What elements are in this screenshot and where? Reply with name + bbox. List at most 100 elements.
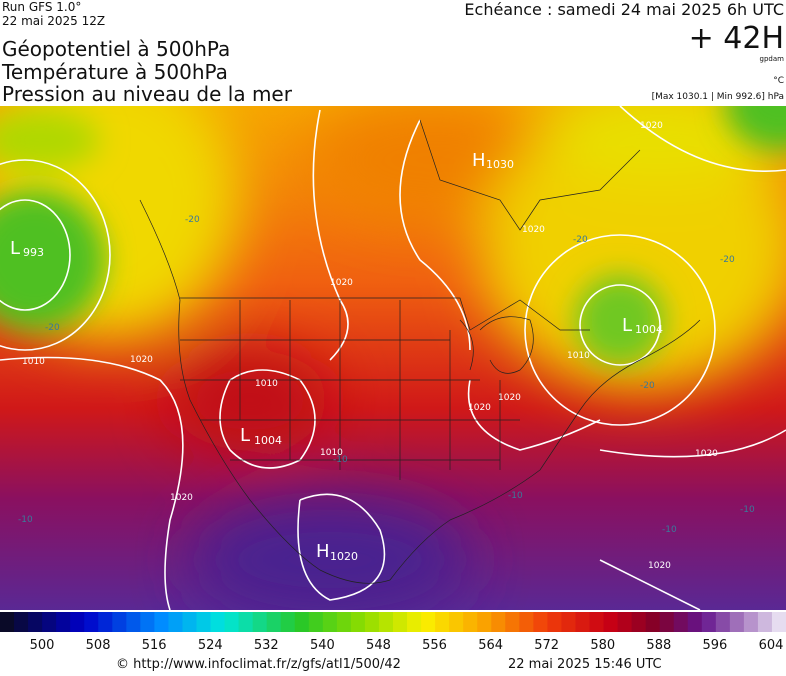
title: Température à 500hPa [1,60,228,84]
lead-time: + 42H [689,21,784,56]
unit-geopotential: gpdam [760,55,785,63]
isobar-label: 1020 [130,355,153,365]
colorbar-swatch [322,612,338,632]
colorbar: 500 508 516 524 532 540 548 556 564 572 580 588 596 6… [0,612,786,653]
colorbar-swatch [98,612,113,632]
title: Pression au niveau de la mer [2,82,293,106]
center-value: 993 [23,246,44,259]
colorbar-swatch [14,612,29,632]
colorbar-swatch [421,612,436,632]
colorbar-tick-label: 540 [310,638,335,653]
isobar-label: 1010 [320,448,343,458]
center-value: 1030 [486,158,514,171]
temperature-label: -10 [508,491,523,501]
temperature-label: -20 [573,235,588,245]
temperature-label: -10 [333,455,348,465]
isobar-label: 1020 [522,225,545,235]
center-symbol: H [316,541,330,562]
colorbar-swatch [56,612,71,632]
temperature-label: -20 [640,381,655,391]
colorbar-tick-label: 532 [254,638,279,653]
colorbar-swatch [701,612,717,632]
colorbar-swatch [126,612,141,632]
center-symbol: H [472,150,486,171]
colorbar-swatch [491,612,506,632]
colorbar-swatch [477,612,492,632]
isobar-label: 1010 [22,357,45,367]
colorbar-swatch [393,612,408,632]
colorbar-swatch [112,612,127,632]
center-value: 1004 [254,434,282,447]
colorbar-tick-label: 516 [142,638,167,653]
colorbar-swatch [350,612,366,632]
center-symbol: L [10,238,20,259]
field-shading-cores [0,106,786,365]
colorbar-swatch [364,612,380,632]
source-url: © http://www.infoclimat.fr/z/gfs/atl1/50… [116,657,401,672]
isobar-label: 1020 [640,121,663,131]
colorbar-swatch [266,612,282,632]
colorbar-tick-label: 556 [422,638,447,653]
colorbar-swatch [168,612,183,632]
colorbar-swatch [505,612,520,632]
coastlines-borders [139,119,701,584]
colorbar-swatch [603,612,619,632]
colorbar-swatch [294,612,310,632]
isobar-label: 1020 [648,561,671,571]
colorbar-swatch [0,612,15,632]
colorbar-tick-label: 548 [366,638,391,653]
isobar-label: 1020 [695,449,718,459]
colorbar-swatch [757,612,773,632]
colorbar-swatch [210,612,226,632]
colorbar-swatch [252,612,268,632]
colorbar-swatch [28,612,43,632]
colorbar-tick-label: 564 [478,638,503,653]
temperature-label: -20 [720,255,735,265]
colorbar-swatch [589,612,605,632]
temperature-label: -10 [18,515,33,525]
valid-time: Echéance : samedi 24 mai 2025 6h UTC [464,0,784,19]
center-value: 1004 [635,323,663,336]
temperature-label: -10 [662,525,677,535]
colorbar-swatch [407,612,422,632]
colorbar-swatch [378,612,394,632]
isobar-label: 1010 [567,351,590,361]
temperature-label: -20 [185,215,200,225]
map [0,106,786,610]
colorbar-swatch [238,612,254,632]
colorbar-tick-label: 580 [590,638,615,653]
colorbar-swatch [743,612,759,632]
colorbar-swatch [673,612,689,632]
colorbar-tick-label: 596 [703,638,728,653]
colorbar-swatch [533,612,548,632]
colorbar-swatch [575,612,590,632]
generated-time: 22 mai 2025 15:46 UTC [508,657,662,672]
run-date: 22 mai 2025 12Z [2,14,105,28]
isobar-label: 1020 [468,403,491,413]
colorbar-swatch [308,612,324,632]
colorbar-swatch [771,612,786,632]
pressure-centers: H 1030 L 993 L 1004 L 1004 H 1020 [10,150,663,563]
isobar-label: 1020 [170,493,193,503]
temperature-label: -10 [740,505,755,515]
center-symbol: L [622,315,632,336]
colorbar-swatch [336,612,352,632]
colorbar-swatch [547,612,562,632]
colorbar-tick-label: 500 [30,638,55,653]
center-value: 1020 [330,550,358,563]
colorbar-swatch [84,612,99,632]
colorbar-swatch [196,612,212,632]
contour-labels: 1020 1010 1020 1020 1010 1010 1020 1020 … [18,121,755,571]
colorbar-swatch [280,612,296,632]
title: Géopotentiel à 500hPa [2,37,230,61]
isobar-label: 1020 [330,278,353,288]
colorbar-tick-label: 524 [198,638,223,653]
pressure-range: [Max 1030.1 | Min 992.6] hPa [652,92,784,102]
colorbar-swatch [463,612,478,632]
center-symbol: L [240,425,250,446]
colorbar-swatch [617,612,633,632]
colorbar-swatch [449,612,464,632]
colorbar-swatch [715,612,731,632]
colorbar-swatch [687,612,703,632]
